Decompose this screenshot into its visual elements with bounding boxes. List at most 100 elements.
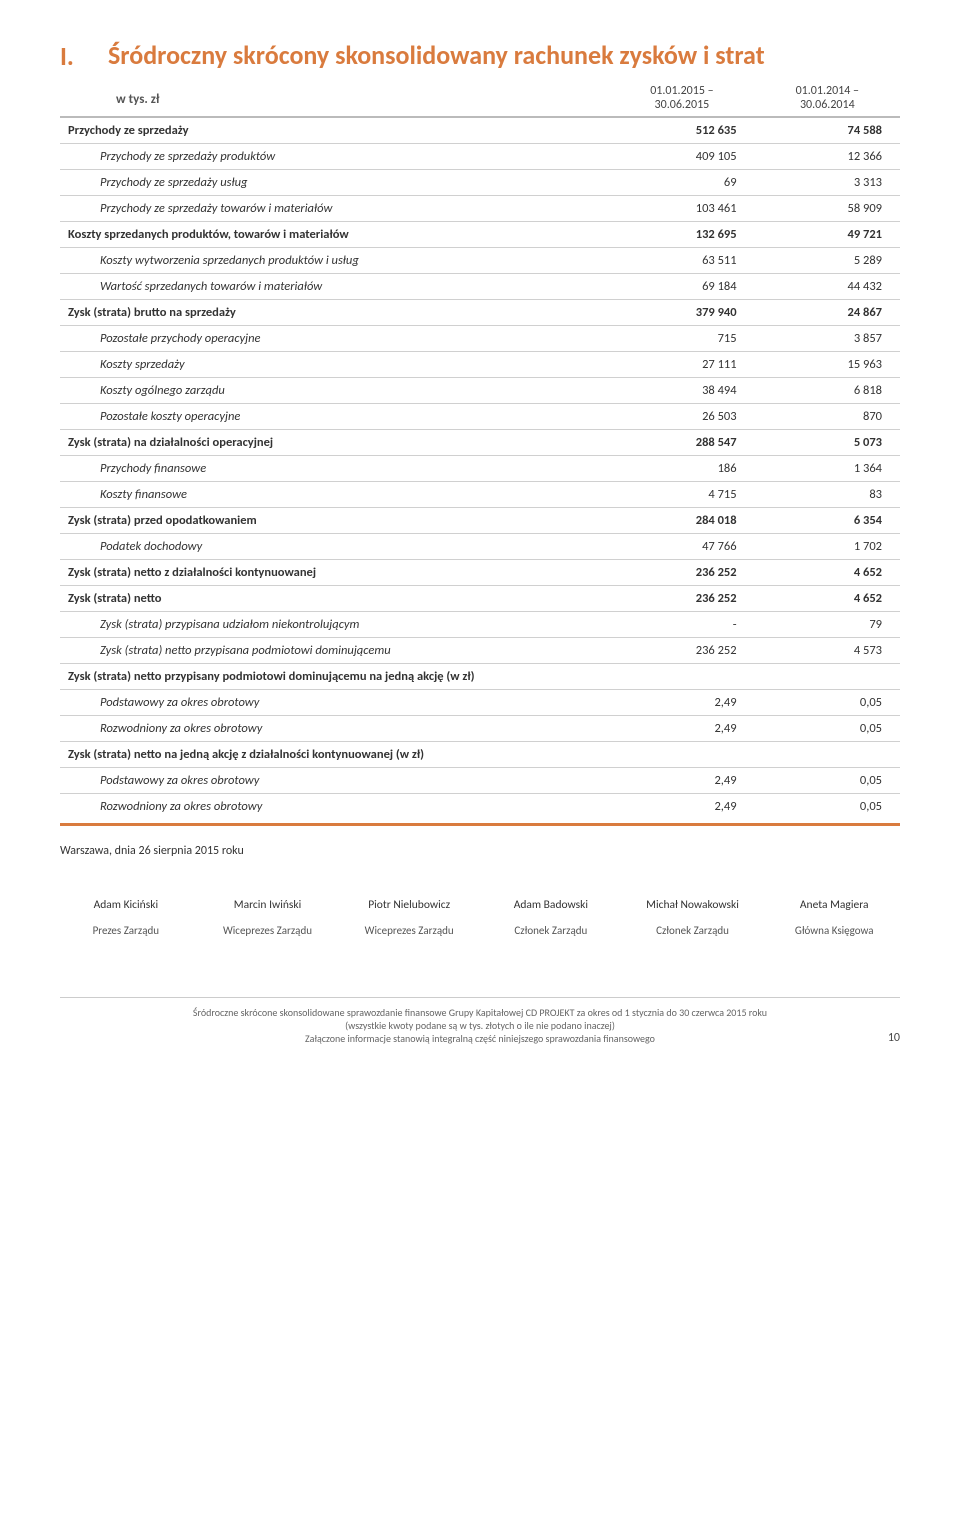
signature-name: Aneta Magiera: [768, 898, 900, 912]
table-row: Przychody ze sprzedaży towarów i materia…: [60, 196, 900, 222]
row-value-2: 3 857: [755, 326, 900, 352]
col2-header: 01.01.2014 – 30.06.2014: [755, 80, 900, 117]
row-label: Koszty wytworzenia sprzedanych produktów…: [60, 248, 609, 274]
col1-header: 01.01.2015 – 30.06.2015: [609, 80, 754, 117]
row-value-1: 103 461: [609, 196, 754, 222]
table-row: Zysk (strata) na działalności operacyjne…: [60, 430, 900, 456]
signature-role: Członek Zarządu: [627, 924, 759, 937]
signature-name: Adam Badowski: [485, 898, 617, 912]
row-value-1: [609, 664, 754, 690]
table-row: Zysk (strata) brutto na sprzedaży379 940…: [60, 300, 900, 326]
row-value-1: 715: [609, 326, 754, 352]
row-value-2: 79: [755, 612, 900, 638]
row-value-2: 1 364: [755, 456, 900, 482]
row-value-1: 2,49: [609, 794, 754, 820]
row-value-2: 1 702: [755, 534, 900, 560]
row-value-1: 27 111: [609, 352, 754, 378]
signatures-row: Adam Kiciński Prezes Zarządu Marcin Iwińsk…: [60, 898, 900, 937]
col1-line2: 30.06.2015: [617, 98, 746, 112]
row-value-1: 409 105: [609, 144, 754, 170]
table-row: Koszty finansowe4 71583: [60, 482, 900, 508]
row-label: Podatek dochodowy: [60, 534, 609, 560]
row-label: Podstawowy za okres obrotowy: [60, 690, 609, 716]
col1-line1: 01.01.2015 –: [617, 84, 746, 98]
signature-block: Piotr NielubowiczWiceprezes Zarządu: [343, 898, 475, 937]
footer-line1: Śródroczne skrócone skonsolidowane spraw…: [60, 1006, 900, 1019]
row-label: Wartość sprzedanych towarów i materiałów: [60, 274, 609, 300]
table-row: Koszty sprzedanych produktów, towarów i …: [60, 222, 900, 248]
col2-line2: 30.06.2014: [763, 98, 892, 112]
title-text: Śródroczny skrócony skonsolidowany rachu…: [108, 40, 765, 72]
row-value-1: 2,49: [609, 690, 754, 716]
row-value-2: [755, 742, 900, 768]
row-value-1: 69 184: [609, 274, 754, 300]
row-label: Koszty finansowe: [60, 482, 609, 508]
row-value-2: 24 867: [755, 300, 900, 326]
signature-name: Adam Kiciński: [60, 898, 192, 912]
row-label: Podstawowy za okres obrotowy: [60, 768, 609, 794]
table-row: Zysk (strata) przypisana udziałom niekon…: [60, 612, 900, 638]
row-label: Koszty sprzedanych produktów, towarów i …: [60, 222, 609, 248]
signature-name: Michał Nowakowski: [627, 898, 759, 912]
row-value-2: [755, 664, 900, 690]
row-value-2: 0,05: [755, 716, 900, 742]
table-row: Pozostałe przychody operacyjne7153 857: [60, 326, 900, 352]
row-value-2: 74 588: [755, 117, 900, 144]
table-row: Zysk (strata) netto236 2524 652: [60, 586, 900, 612]
row-value-1: -: [609, 612, 754, 638]
table-row: Koszty sprzedaży27 11115 963: [60, 352, 900, 378]
row-value-1: 379 940: [609, 300, 754, 326]
row-label: Przychody finansowe: [60, 456, 609, 482]
signature-role: Wiceprezes Zarządu: [202, 924, 334, 937]
row-label: Zysk (strata) netto: [60, 586, 609, 612]
row-value-2: 5 073: [755, 430, 900, 456]
signature-name: Piotr Nielubowicz: [343, 898, 475, 912]
row-value-2: 44 432: [755, 274, 900, 300]
row-label: Zysk (strata) netto z działalności konty…: [60, 560, 609, 586]
row-value-2: 3 313: [755, 170, 900, 196]
row-value-1: 47 766: [609, 534, 754, 560]
row-label: Rozwodniony za okres obrotowy: [60, 794, 609, 820]
row-value-2: 0,05: [755, 768, 900, 794]
signature-block: Adam Badowski Członek Zarządu: [485, 898, 617, 937]
table-row: Podstawowy za okres obrotowy2,490,05: [60, 768, 900, 794]
table-row: Przychody ze sprzedaży produktów409 1051…: [60, 144, 900, 170]
row-label: Rozwodniony za okres obrotowy: [60, 716, 609, 742]
row-value-1: 2,49: [609, 768, 754, 794]
row-value-2: 4 652: [755, 560, 900, 586]
table-row: Przychody ze sprzedaży512 63574 588: [60, 117, 900, 144]
row-value-2: 4 652: [755, 586, 900, 612]
row-label: Zysk (strata) przed opodatkowaniem: [60, 508, 609, 534]
date-location: Warszawa, dnia 26 sierpnia 2015 roku: [60, 844, 900, 858]
table-row: Podatek dochodowy47 7661 702: [60, 534, 900, 560]
signature-role: Członek Zarządu: [485, 924, 617, 937]
table-unit-label: w tys. zł: [116, 86, 159, 111]
row-value-1: 69: [609, 170, 754, 196]
row-value-2: 15 963: [755, 352, 900, 378]
table-row: Pozostałe koszty operacyjne26 503870: [60, 404, 900, 430]
row-label: Zysk (strata) brutto na sprzedaży: [60, 300, 609, 326]
table-row: Zysk (strata) netto przypisany podmiotow…: [60, 664, 900, 690]
row-label: Koszty sprzedaży: [60, 352, 609, 378]
signature-role: Główna Księgowa: [768, 924, 900, 937]
row-value-1: 63 511: [609, 248, 754, 274]
row-value-1: 186: [609, 456, 754, 482]
footer-line2: (wszystkie kwoty podane są w tys. złotyc…: [60, 1019, 900, 1032]
table-row: Koszty wytworzenia sprzedanych produktów…: [60, 248, 900, 274]
row-value-2: 83: [755, 482, 900, 508]
row-value-2: 0,05: [755, 690, 900, 716]
signature-role: Prezes Zarządu: [60, 924, 192, 937]
row-value-1: 4 715: [609, 482, 754, 508]
signature-name: Marcin Iwiński: [202, 898, 334, 912]
table-row: Wartość sprzedanych towarów i materiałów…: [60, 274, 900, 300]
table-row: Podstawowy za okres obrotowy2,490,05: [60, 690, 900, 716]
row-value-1: 236 252: [609, 586, 754, 612]
row-label: Przychody ze sprzedaży towarów i materia…: [60, 196, 609, 222]
signature-block: Marcin Iwiński Wiceprezes Zarządu: [202, 898, 334, 937]
row-value-1: 26 503: [609, 404, 754, 430]
financial-table: w tys. zł 01.01.2015 – 30.06.2015 01.01.…: [60, 80, 900, 819]
row-value-1: 284 018: [609, 508, 754, 534]
row-label: Zysk (strata) na działalności operacyjne…: [60, 430, 609, 456]
row-label: Zysk (strata) netto na jedną akcję z dzi…: [60, 742, 609, 768]
row-value-2: 0,05: [755, 794, 900, 820]
